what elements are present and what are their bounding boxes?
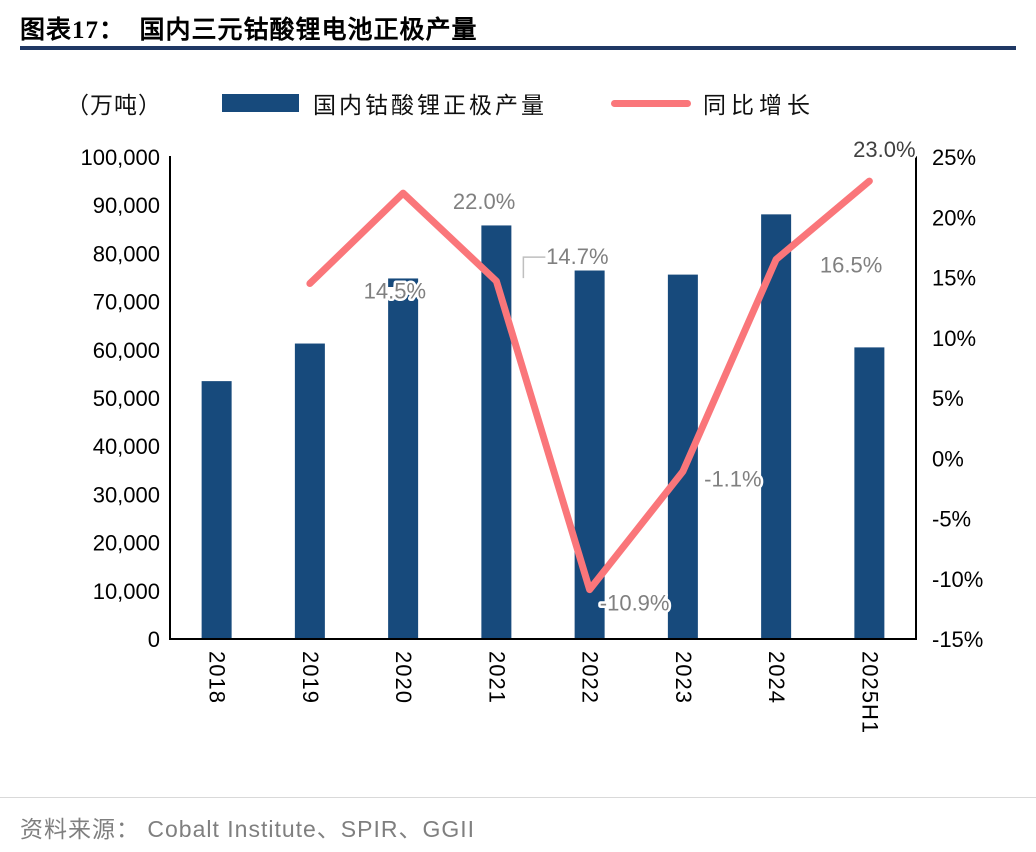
right-axis-tick-label: 10% <box>932 326 976 351</box>
right-axis-tick-label: 20% <box>932 205 976 230</box>
left-axis-tick-label: 60,000 <box>93 338 160 363</box>
chart-legend: （万吨） 国内钴酸锂正极产量 同比增长 <box>66 86 815 120</box>
left-axis-tick-label: 70,000 <box>93 290 160 315</box>
left-axis-tick-label: 40,000 <box>93 434 160 459</box>
data-label-leader-line <box>522 256 546 279</box>
footer-divider <box>0 797 1036 798</box>
growth-data-label-2020: 22.0% <box>453 189 515 214</box>
x-axis-label-2019: 2019 <box>298 651 323 704</box>
left-axis-tick-label: 20,000 <box>93 531 160 556</box>
right-axis-tick-label: 5% <box>932 386 964 411</box>
right-axis-tick-label: 0% <box>932 446 964 471</box>
growth-data-label-2025H1: 23.0% <box>853 137 915 162</box>
left-axis-tick-label: 50,000 <box>93 386 160 411</box>
right-axis-tick-label: 15% <box>932 266 976 291</box>
right-axis-tick-label: -15% <box>932 627 983 652</box>
growth-data-label-2024: 16.5% <box>820 252 882 277</box>
line-series-swatch[interactable] <box>611 99 691 107</box>
growth-data-label-2021: 14.7% <box>546 244 608 269</box>
figure-title: 图表17： 国内三元钴酸锂电池正极产量 <box>20 17 478 44</box>
left-axis-tick-label: 100,000 <box>80 145 160 170</box>
x-axis-label-2018: 2018 <box>205 651 230 704</box>
source-note: 资料来源： Cobalt Institute、SPIR、GGII <box>20 816 476 842</box>
left-axis-tick-label: 90,000 <box>93 193 160 218</box>
growth-data-label-2022: -10.9% <box>600 591 670 616</box>
left-axis-tick-label: 10,000 <box>93 579 160 604</box>
bar-2019[interactable] <box>294 343 325 639</box>
axis-unit-label: （万吨） <box>66 92 162 118</box>
bar-2018[interactable] <box>201 381 232 639</box>
x-axis-label-2023: 2023 <box>671 651 696 704</box>
yoy-growth-line[interactable] <box>306 177 873 594</box>
bar-2025H1[interactable] <box>854 347 885 639</box>
left-axis-tick-label: 80,000 <box>93 241 160 266</box>
bar-2023[interactable] <box>667 274 698 639</box>
left-axis-tick-label: 0 <box>148 627 160 652</box>
growth-data-label-2019: 14.5% <box>364 279 426 304</box>
x-axis-label-2024: 2024 <box>764 651 789 704</box>
right-axis-tick-label: -5% <box>932 507 971 532</box>
bar-2020[interactable] <box>388 278 419 639</box>
line-series-legend-label[interactable]: 同比增长 <box>703 92 815 118</box>
bar-series-legend-label[interactable]: 国内钴酸锂正极产量 <box>313 92 547 118</box>
title-underline-rule <box>20 46 1016 50</box>
left-axis-tick-label: 30,000 <box>93 482 160 507</box>
growth-data-label-2023: -1.1% <box>704 467 761 492</box>
x-axis-label-2020: 2020 <box>391 651 416 704</box>
bar-series-swatch[interactable] <box>222 94 299 112</box>
right-axis-tick-label: -10% <box>932 567 983 592</box>
x-axis-label-2025H1: 2025H1 <box>857 651 882 734</box>
right-axis-tick-label: 25% <box>932 145 976 170</box>
x-axis-label-2022: 2022 <box>578 651 603 704</box>
bar-2021[interactable] <box>481 225 512 639</box>
x-axis-label-2021: 2021 <box>484 651 509 704</box>
label-callout-stripe <box>352 287 438 294</box>
